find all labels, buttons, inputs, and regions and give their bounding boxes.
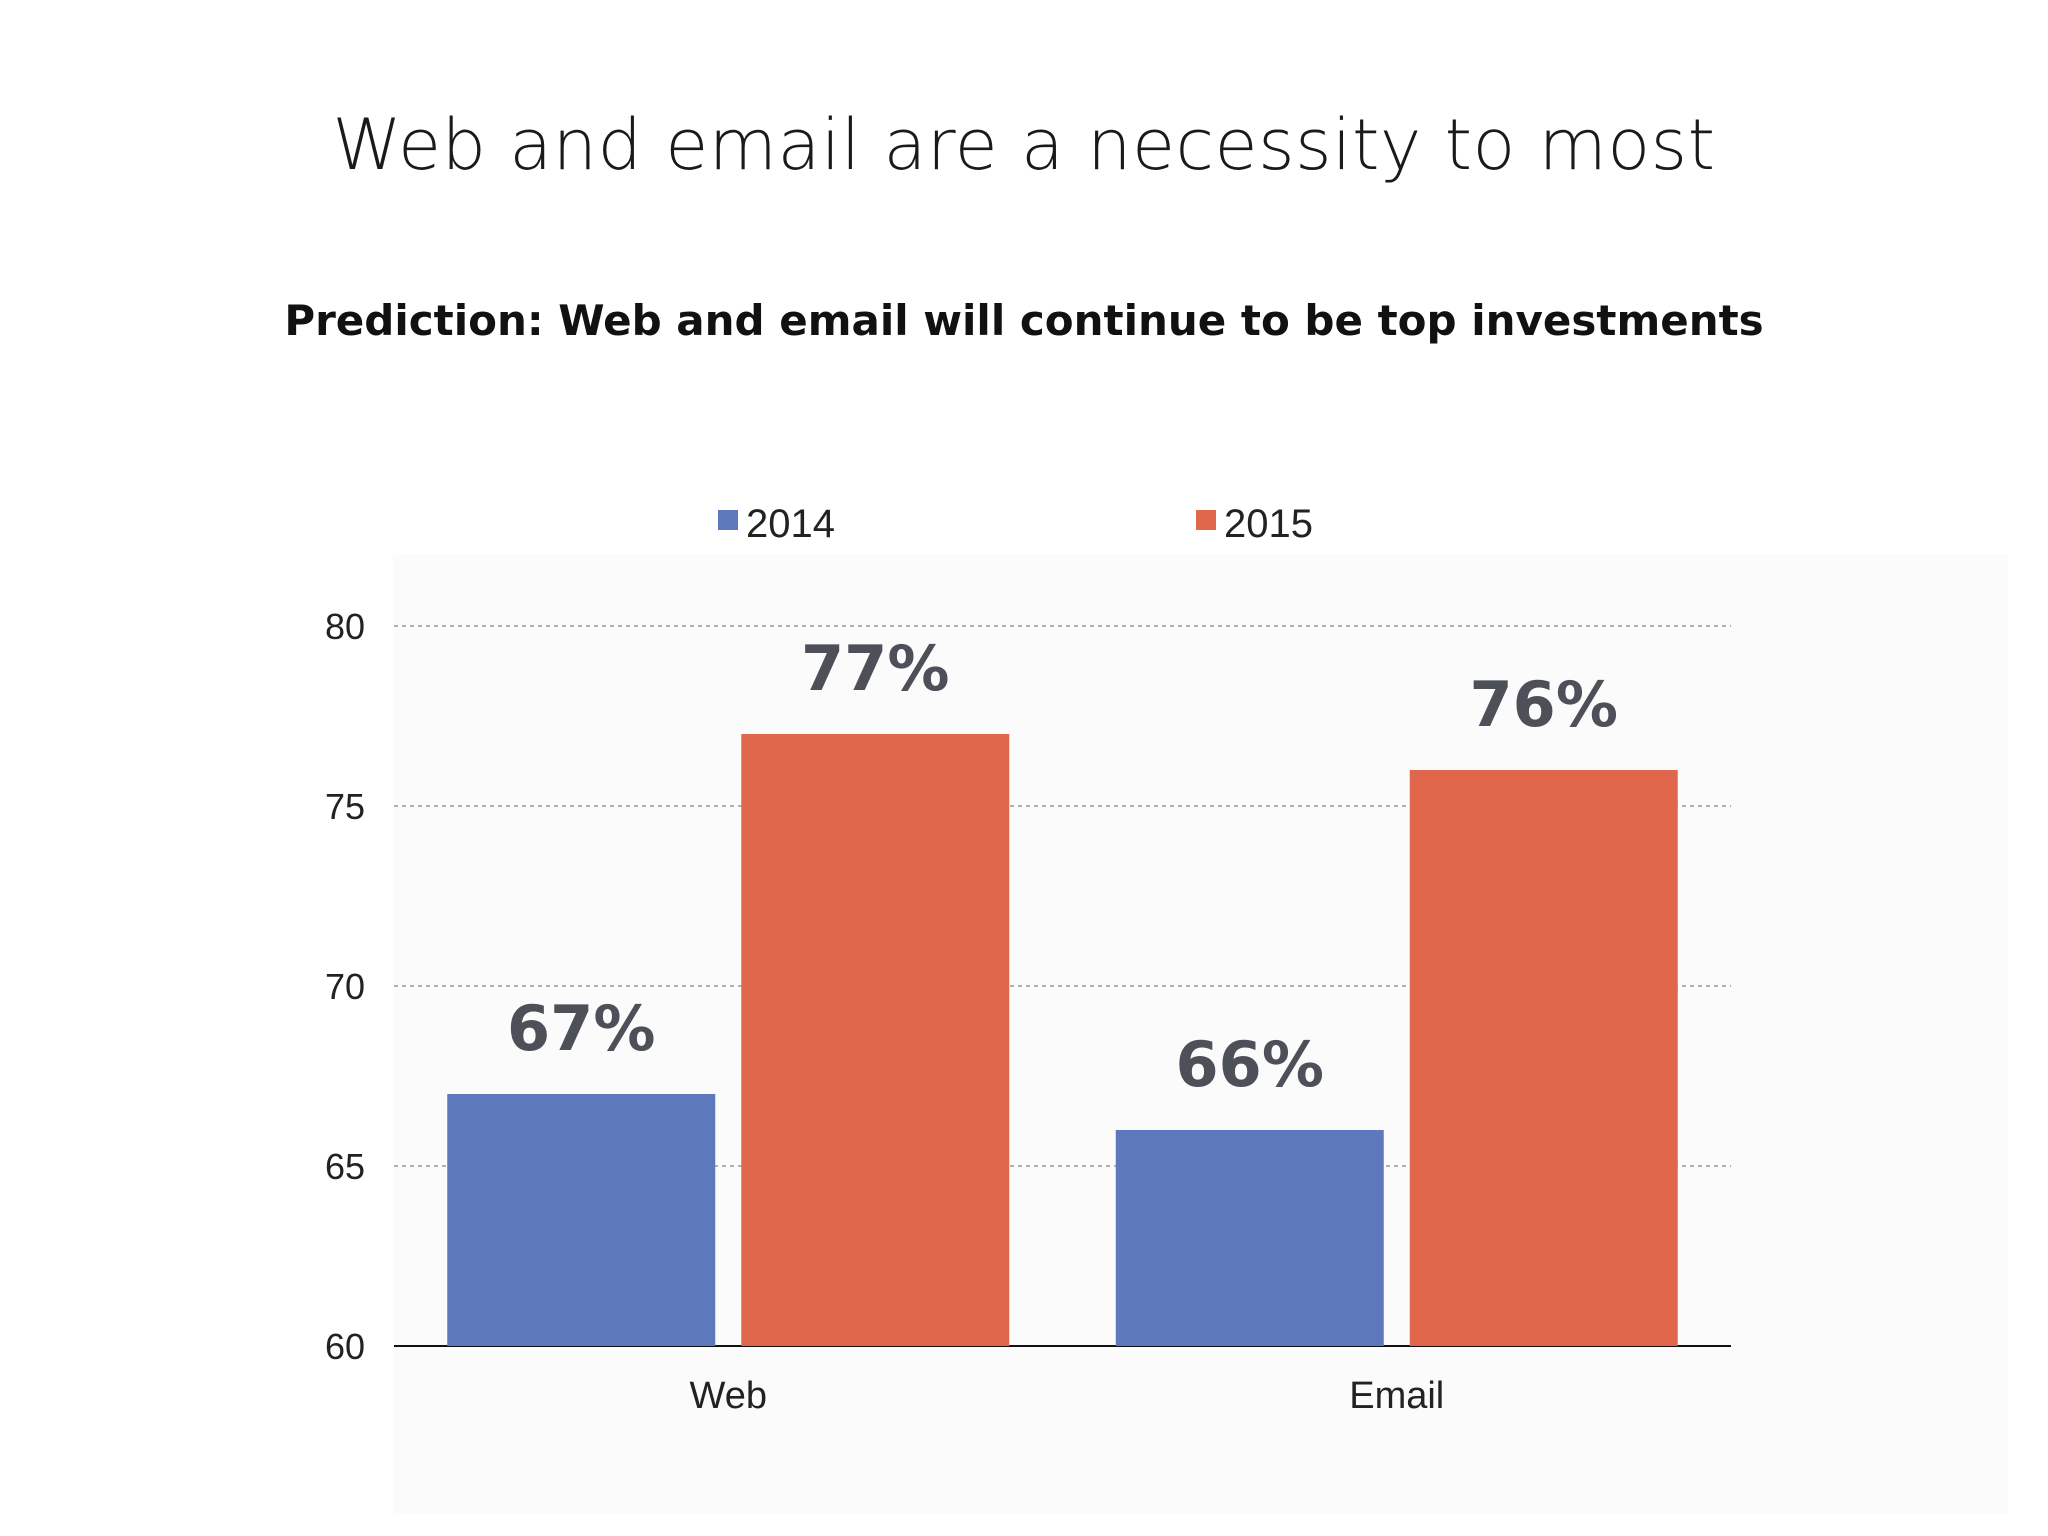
- data-label-web-2015: 77%: [801, 632, 949, 705]
- y-tick-label-60: 60: [325, 1326, 365, 1367]
- y-tick-label-65: 65: [325, 1146, 365, 1187]
- legend-swatch-2014: [718, 509, 738, 530]
- y-tick-label-75: 75: [325, 786, 365, 827]
- bar-web-2015: [741, 734, 1010, 1346]
- y-tick-label-70: 70: [325, 966, 365, 1007]
- legend-label-2015: 2015: [1224, 502, 1313, 546]
- bar-email-2015: [1409, 770, 1678, 1346]
- legend-item-2014: 2014: [718, 502, 835, 547]
- data-label-web-2014: 67%: [507, 992, 655, 1065]
- slide-title: Web and email are a necessity to most: [332, 104, 1716, 186]
- legend-swatch-2015: [1196, 509, 1216, 530]
- chart-title: Prediction: Web and email will continue …: [284, 296, 1764, 345]
- legend-label-2014: 2014: [746, 502, 835, 546]
- plot-background: [393, 555, 2008, 1515]
- data-label-email-2014: 66%: [1176, 1028, 1324, 1101]
- data-label-email-2015: 76%: [1470, 668, 1618, 741]
- bar-web-2014: [447, 1094, 716, 1346]
- y-tick-label-80: 80: [325, 606, 365, 647]
- x-tick-label-web: Web: [690, 1375, 767, 1417]
- bar-email-2014: [1115, 1130, 1384, 1346]
- legend-item-2015: 2015: [1196, 502, 1313, 547]
- x-tick-label-email: Email: [1349, 1375, 1444, 1417]
